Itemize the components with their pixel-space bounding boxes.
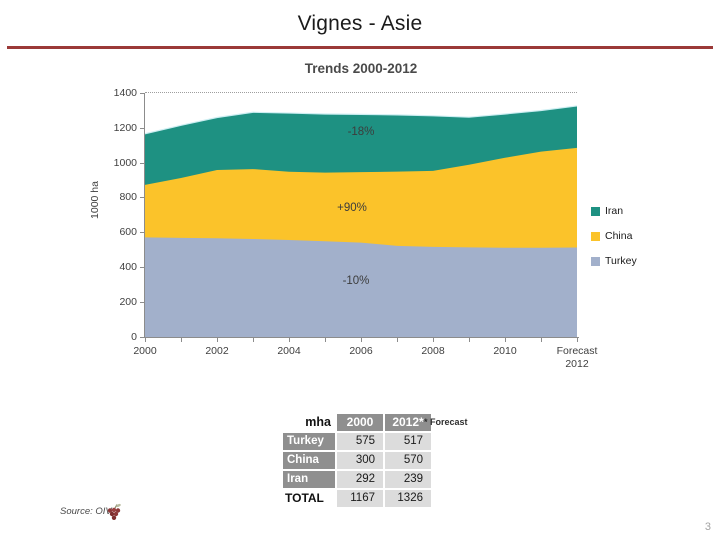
table-cell: 517	[385, 433, 431, 450]
legend-label: China	[605, 230, 633, 242]
x-tick-label: 2000	[133, 345, 157, 357]
y-tick-mark	[140, 267, 144, 268]
y-tick: 1200	[113, 122, 137, 134]
table-unit-header: mha	[305, 415, 331, 429]
x-tick-label: 2004	[277, 345, 301, 357]
y-tick: 600	[119, 226, 137, 238]
x-tick-label: Forecast 2012	[556, 345, 598, 371]
y-tick-mark	[140, 232, 144, 233]
legend-swatch-turkey	[591, 256, 600, 266]
table-row-label-total: TOTAL	[285, 491, 324, 505]
x-axis-line	[142, 337, 579, 338]
y-tick: 800	[119, 191, 137, 203]
table-cell: 239	[385, 471, 431, 488]
x-tick-label: 2002	[205, 345, 229, 357]
x-tick-mark	[217, 338, 218, 342]
y-tick: 1400	[113, 87, 137, 99]
x-tick-mark	[469, 338, 470, 342]
legend-item-turkey: Turkey	[591, 255, 637, 267]
chart-title: Trends 2000-2012	[304, 61, 418, 76]
x-tick-label: 2010	[493, 345, 517, 357]
x-tick-mark	[289, 338, 290, 342]
x-tick-mark	[577, 338, 578, 342]
x-tick-mark	[433, 338, 434, 342]
y-tick: 0	[131, 331, 137, 343]
x-tick-label: 2006	[349, 345, 373, 357]
table-cell: 570	[385, 452, 431, 469]
x-tick-mark	[325, 338, 326, 342]
y-tick-mark	[140, 128, 144, 129]
y-tick-mark	[140, 302, 144, 303]
y-tick-mark	[140, 197, 144, 198]
table-row-label: China	[283, 452, 335, 469]
source-label: Source: OIV	[60, 506, 112, 517]
annotation-china: +90%	[337, 202, 367, 214]
legend-item-china: China	[591, 230, 632, 242]
table-col-2012: 2012*	[385, 414, 431, 431]
x-tick-mark	[361, 338, 362, 342]
table-footnote: * Forecast	[424, 417, 468, 427]
gridline-1400	[145, 92, 577, 93]
x-tick-mark	[253, 338, 254, 342]
table-cell: 300	[337, 452, 383, 469]
table-cell: 575	[337, 433, 383, 450]
table-cell: 1167	[337, 490, 383, 507]
x-tick-mark	[145, 338, 146, 342]
x-tick-label: 2008	[421, 345, 445, 357]
annotation-iran: -18%	[347, 126, 375, 138]
page-title: Vignes - Asie	[297, 12, 423, 35]
table-cell: 1326	[385, 490, 431, 507]
legend-item-iran: Iran	[591, 205, 623, 217]
x-tick-mark	[541, 338, 542, 342]
y-tick-mark	[140, 93, 144, 94]
table-row-label: Iran	[283, 471, 335, 488]
legend-swatch-china	[591, 231, 600, 241]
x-tick-mark	[397, 338, 398, 342]
legend-swatch-iran	[591, 206, 600, 216]
title-divider	[7, 46, 713, 49]
annotation-turkey: -10%	[342, 275, 370, 287]
plot-area	[145, 105, 577, 338]
y-axis-line	[144, 93, 145, 338]
grapes-icon	[107, 503, 121, 520]
y-tick-mark	[140, 163, 144, 164]
y-tick: 1000	[113, 157, 137, 169]
table-cell: 292	[337, 471, 383, 488]
y-tick: 400	[119, 261, 137, 273]
x-tick-mark	[505, 338, 506, 342]
legend-label: Turkey	[605, 255, 637, 267]
x-tick-mark	[181, 338, 182, 342]
summary-table: mha 2000 2012* Turkey 575 517 China 300 …	[283, 414, 431, 507]
stacked-area-chart: Trends 2000-2012 1000 ha 1400 1200 1000 …	[85, 56, 655, 386]
table-col-2000: 2000	[337, 414, 383, 431]
y-tick: 200	[119, 296, 137, 308]
page-number: 3	[704, 521, 711, 533]
legend-label: Iran	[605, 205, 624, 217]
table-row-label: Turkey	[283, 433, 335, 450]
